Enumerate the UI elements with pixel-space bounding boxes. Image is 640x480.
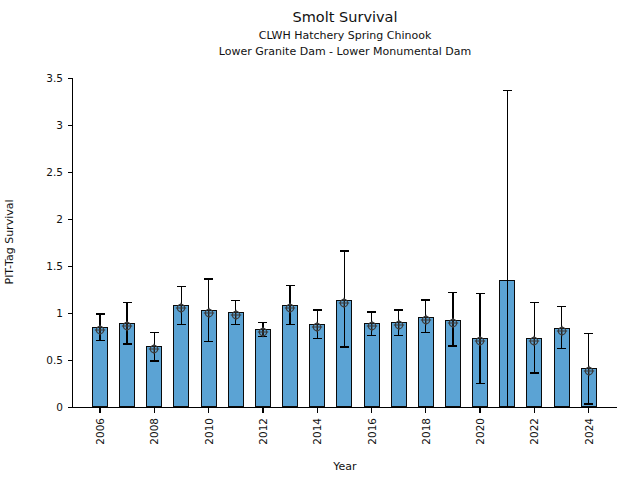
error-bar-cap-top [204, 278, 213, 279]
y-tick-label: 3.5 [33, 72, 63, 84]
y-tick-label: 0.5 [33, 354, 63, 366]
x-tick [588, 408, 589, 413]
error-bar-cap-top [286, 285, 295, 286]
x-tick [317, 408, 318, 413]
error-bar-cap-bottom [557, 348, 566, 349]
error-bar-cap-top [96, 313, 105, 314]
point-marker [338, 294, 350, 306]
error-bar-cap-top [150, 332, 159, 333]
x-tick [371, 408, 372, 413]
x-tick-label: 2012 [257, 418, 269, 445]
point-marker [203, 304, 215, 316]
error-bar-cap-bottom [231, 324, 240, 325]
point-marker [230, 306, 242, 318]
point-marker [393, 316, 405, 328]
x-tick [154, 408, 155, 413]
error-bar-cap-top [177, 286, 186, 287]
error-bar-cap-top [231, 300, 240, 301]
point-marker [556, 322, 568, 334]
error-bar-cap-top [476, 293, 485, 294]
point-marker [94, 321, 106, 333]
point-marker [175, 299, 187, 311]
error-bar-cap-bottom [367, 335, 376, 336]
y-tick [68, 313, 72, 314]
y-tick-label: 3 [33, 119, 63, 131]
error-bar-cap-top [557, 306, 566, 307]
y-tick-label: 1.5 [33, 260, 63, 272]
error-bar-cap-bottom [448, 345, 457, 346]
x-tick-label: 2024 [583, 418, 595, 445]
error-bar-cap-bottom [96, 340, 105, 341]
error-bar-cap-bottom [177, 324, 186, 325]
x-tick [99, 408, 100, 413]
x-tick-label: 2014 [311, 418, 323, 445]
error-bar-cap-top [584, 333, 593, 334]
y-tick [68, 172, 72, 173]
y-tick [68, 266, 72, 267]
bar [255, 329, 271, 407]
error-bar-cap-bottom [150, 360, 159, 361]
error-bar [507, 90, 508, 407]
x-tick [208, 408, 209, 413]
error-bar-cap-top [421, 299, 430, 300]
point-marker [311, 318, 323, 330]
error-bar-cap-bottom [530, 372, 539, 373]
x-tick-label: 2016 [366, 418, 378, 445]
x-tick-label: 2020 [474, 418, 486, 445]
error-bar-cap-bottom [204, 341, 213, 342]
error-bar-cap-top [123, 302, 132, 303]
y-tick [68, 125, 72, 126]
x-tick [425, 408, 426, 413]
point-marker [366, 317, 378, 329]
x-tick-label: 2018 [420, 418, 432, 445]
error-bar-cap-top [448, 292, 457, 293]
point-marker [474, 332, 486, 344]
error-bar-cap-top [503, 90, 512, 91]
y-axis [72, 78, 73, 408]
point-marker [420, 311, 432, 323]
error-bar-cap-bottom [286, 324, 295, 325]
y-tick-label: 0 [33, 401, 63, 413]
x-tick-label: 2006 [94, 418, 106, 445]
error-bar-cap-bottom [421, 332, 430, 333]
point-marker [528, 332, 540, 344]
bar [228, 312, 244, 407]
error-bar-cap-bottom [123, 343, 132, 344]
error-bar-cap-bottom [313, 338, 322, 339]
chart: Smolt Survival CLWH Hatchery Spring Chin… [0, 0, 640, 480]
y-tick-label: 2.5 [33, 166, 63, 178]
y-tick [68, 360, 72, 361]
point-marker [447, 314, 459, 326]
point-marker [148, 340, 160, 352]
error-bar-cap-bottom [476, 383, 485, 384]
plot-area: 0 0.5 1 1.5 2 2.5 3 3.5 2006 2008 2010 2012 2014 2016… [0, 0, 640, 480]
x-tick-label: 2010 [203, 418, 215, 445]
error-bar-cap-bottom [394, 335, 403, 336]
error-bar-cap-top [313, 309, 322, 310]
y-tick [68, 78, 72, 79]
point-marker [583, 362, 595, 374]
error-bar-cap-top [530, 302, 539, 303]
point-marker [121, 317, 133, 329]
x-tick [479, 408, 480, 413]
y-tick [68, 219, 72, 220]
y-tick-label: 1 [33, 307, 63, 319]
error-bar-cap-top [367, 311, 376, 312]
error-bar-cap-bottom [584, 403, 593, 404]
y-tick [68, 407, 72, 408]
y-tick-label: 2 [33, 213, 63, 225]
x-tick [534, 408, 535, 413]
x-tick-label: 2008 [148, 418, 160, 445]
error-bar-cap-top [340, 250, 349, 251]
point-marker [284, 299, 296, 311]
error-bar-cap-bottom [340, 346, 349, 347]
error-bar-cap-top [394, 309, 403, 310]
x-tick [262, 408, 263, 413]
x-tick-label: 2022 [528, 418, 540, 445]
point-marker [257, 323, 269, 335]
